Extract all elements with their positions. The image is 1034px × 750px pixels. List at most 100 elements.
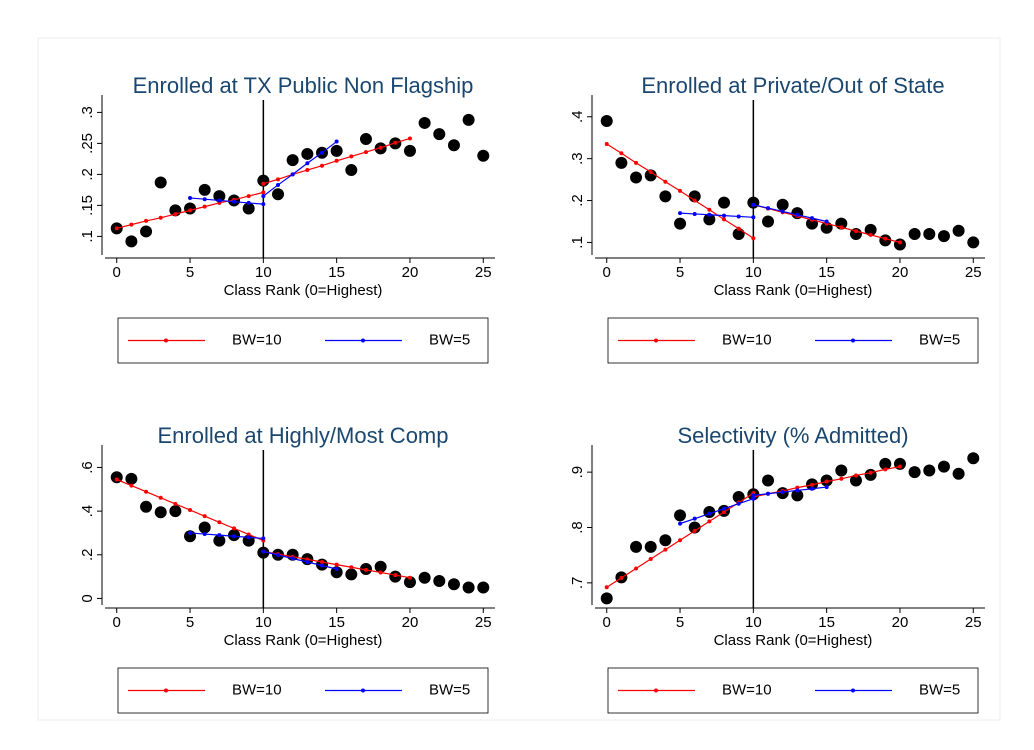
legend-label: BW=10 <box>722 681 772 698</box>
fit-marker <box>363 567 368 572</box>
data-point <box>937 460 950 473</box>
data-point <box>330 144 343 157</box>
fit-marker <box>722 213 727 218</box>
legend: BW=10 BW=5 <box>607 317 979 364</box>
data-point <box>213 534 226 547</box>
data-point <box>688 190 701 203</box>
data-point <box>644 540 657 553</box>
data-point <box>477 581 490 594</box>
fit-marker <box>349 154 354 159</box>
y-tick-label: .2 <box>79 549 96 562</box>
data-point <box>198 183 211 196</box>
fit-line <box>189 532 337 570</box>
fit-marker <box>634 160 639 165</box>
fit-marker <box>378 145 383 150</box>
y-tick-label: .2 <box>569 194 586 207</box>
legend-label: BW=5 <box>919 681 960 698</box>
panel: Enrolled at Highly/Most Comp 0 .2 .4 .6 0 5 10 1… <box>79 423 495 714</box>
x-tick-label: 0 <box>113 264 121 281</box>
fit-marker <box>897 240 902 245</box>
y-tick-label: .7 <box>569 577 586 590</box>
fit-marker <box>129 222 134 227</box>
x-axis-label: Class Rank (0=Highest) <box>714 632 873 649</box>
fit-marker <box>809 486 814 491</box>
fit-marker <box>114 477 119 482</box>
data-point <box>154 506 167 519</box>
fit-marker <box>751 215 756 220</box>
graph-frame <box>37 37 1001 721</box>
y-tick-label: .3 <box>569 152 586 165</box>
legend-label: BW=5 <box>429 331 470 348</box>
x-tick-label: 0 <box>603 264 611 281</box>
data-point <box>600 114 613 127</box>
chart-title: Enrolled at Private/Out of State <box>641 73 944 98</box>
fit-marker <box>809 216 814 221</box>
fit-marker <box>839 225 844 230</box>
fit-marker <box>202 197 207 202</box>
x-tick-label: 15 <box>818 614 835 631</box>
fit-marker <box>648 557 653 562</box>
legend-swatch-marker <box>654 338 658 343</box>
fit-marker <box>144 489 149 494</box>
legend-box <box>117 317 489 364</box>
x-tick-label: 10 <box>745 614 762 631</box>
panel: Enrolled at TX Public Non Flagship .1 .15.… <box>79 73 495 364</box>
data-point <box>403 576 416 589</box>
fit-marker <box>809 482 814 487</box>
chart-title: Enrolled at TX Public Non Flagship <box>133 73 474 98</box>
fit-marker <box>824 485 829 490</box>
data-point <box>418 571 431 584</box>
x-axis-label: Class Rank (0=Highest) <box>224 282 383 299</box>
fit-line <box>680 204 827 223</box>
x-tick-label: 5 <box>676 264 684 281</box>
legend-swatch-marker <box>361 688 365 693</box>
fit-marker <box>692 516 697 521</box>
data-point <box>849 228 862 241</box>
data-point <box>908 228 921 241</box>
fit-marker <box>290 172 295 177</box>
fit-marker <box>334 158 339 163</box>
data-point <box>345 568 358 581</box>
data-point <box>703 213 716 226</box>
fit-marker <box>349 565 354 570</box>
fit-marker <box>707 207 712 212</box>
fit-marker <box>707 212 712 217</box>
fit-marker <box>232 534 237 539</box>
fit-marker <box>334 562 339 567</box>
x-tick-label: 5 <box>676 614 684 631</box>
fit-marker <box>217 520 222 525</box>
fit-marker <box>305 559 310 564</box>
fit-marker <box>393 573 398 578</box>
data-point <box>125 235 138 248</box>
fit-marker <box>188 208 193 213</box>
fit-marker <box>114 226 119 231</box>
fit-marker <box>334 139 339 144</box>
y-tick-label: .9 <box>569 466 586 479</box>
fit-marker <box>261 190 266 195</box>
fit-marker <box>363 150 368 155</box>
fit-marker <box>795 488 800 493</box>
data-point <box>893 238 906 251</box>
fit-marker <box>188 530 193 535</box>
x-tick-label: 5 <box>186 264 194 281</box>
fit-marker <box>648 170 653 175</box>
fit-marker <box>319 559 324 564</box>
fit-marker <box>692 211 697 216</box>
fit-marker <box>707 519 712 524</box>
data-point <box>359 133 372 146</box>
fit-marker <box>407 575 412 580</box>
legend-label: BW=5 <box>429 681 470 698</box>
fit-line <box>189 141 338 205</box>
fit-marker <box>319 150 324 155</box>
fit-marker <box>305 161 310 166</box>
fit-marker <box>883 236 888 241</box>
fit-marker <box>824 219 829 224</box>
data-point <box>923 228 936 241</box>
data-point <box>345 164 358 177</box>
data-point <box>374 560 387 573</box>
fit-marker <box>407 136 412 141</box>
legend-swatch-marker <box>654 688 658 693</box>
data-point <box>272 188 285 201</box>
fit-marker <box>751 202 756 207</box>
fit-marker <box>897 464 902 469</box>
